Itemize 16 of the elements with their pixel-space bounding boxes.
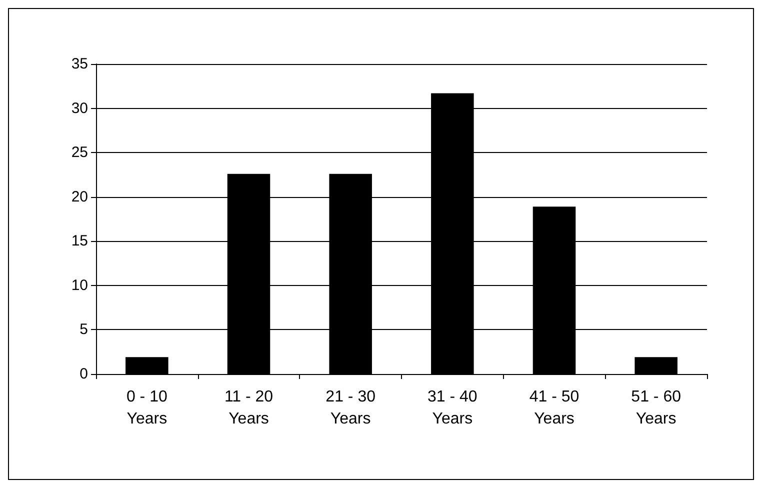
- x-tick-label: 41 - 50 Years: [529, 388, 580, 428]
- x-tick-label: 11 - 20 Years: [224, 388, 274, 428]
- x-tick-label: 0 - 10 Years: [126, 388, 168, 428]
- y-tick-label: 25: [71, 144, 88, 162]
- y-tick-label: 35: [71, 56, 88, 72]
- y-tick-label: 15: [71, 232, 88, 250]
- bar: [634, 357, 678, 374]
- y-tick-label: 5: [80, 321, 88, 338]
- y-tick-label: 20: [71, 188, 88, 206]
- y-tick-label: 0: [80, 366, 88, 382]
- x-tick-label: 51 - 60 Years: [631, 388, 682, 428]
- bar: [126, 357, 168, 374]
- y-tick-label: 30: [71, 100, 88, 117]
- x-tick-label: 21 - 30 Years: [326, 388, 376, 428]
- y-tick-label: 10: [71, 276, 88, 294]
- x-tick-label: 31 - 40 Years: [428, 388, 478, 428]
